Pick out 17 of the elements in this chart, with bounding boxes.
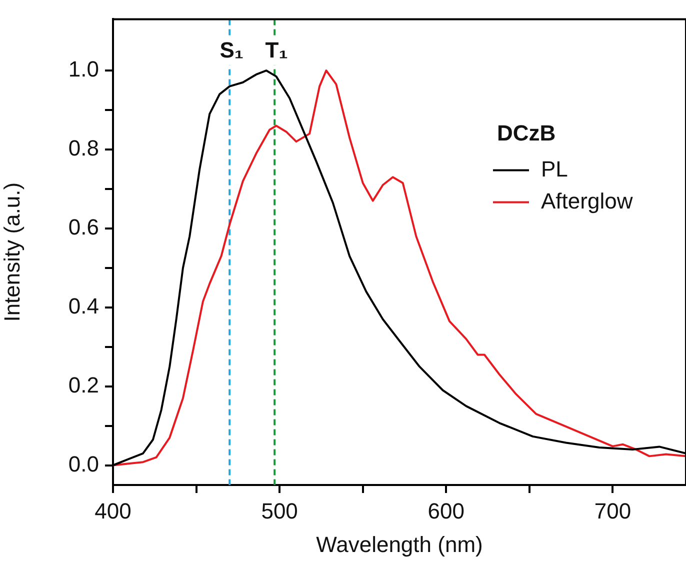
x-tick-label: 400 xyxy=(94,498,132,524)
y-tick-label: 0.6 xyxy=(68,214,99,240)
legend-title: DCzB xyxy=(497,120,556,146)
ref-line-label: S₁ xyxy=(220,37,244,62)
x-tick-label: 700 xyxy=(594,498,632,524)
ref-line-label: T₁ xyxy=(265,37,288,62)
y-tick-label: 0.8 xyxy=(68,136,99,161)
y-tick-label: 1.0 xyxy=(68,56,99,82)
x-tick-label: 500 xyxy=(261,498,298,524)
y-tick-label: 0.4 xyxy=(68,293,99,318)
legend-label: PL xyxy=(541,156,568,182)
y-tick-label: 0.2 xyxy=(68,372,99,398)
x-tick-label: 600 xyxy=(428,498,464,524)
legend-label: Afterglow xyxy=(541,188,633,214)
y-axis-title: Intensity (a.u.) xyxy=(0,182,24,322)
y-tick-label: 0.0 xyxy=(68,451,99,476)
x-axis-title: Wavelength (nm) xyxy=(316,532,483,557)
